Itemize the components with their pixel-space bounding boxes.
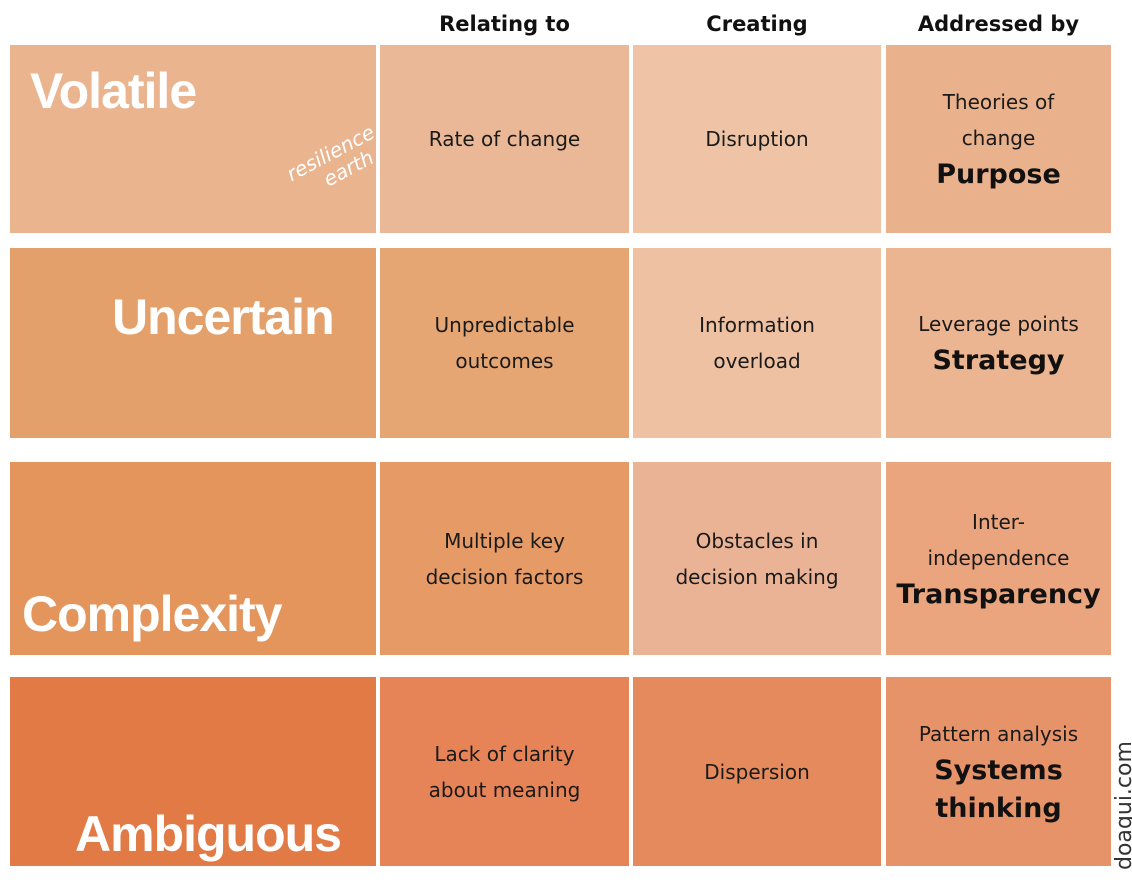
addressed-by: Leverage points [918, 312, 1079, 336]
row-label-background [10, 45, 376, 233]
relating-to: Unpredictable outcomes [434, 313, 575, 373]
cell: Theories of change Purpose [886, 45, 1111, 233]
cell: Unpredictable outcomes [380, 248, 629, 438]
cell: Multiple key decision factors [380, 462, 629, 655]
creating: Disruption [705, 127, 809, 151]
relating-to: Lack of clarity about meaning [428, 741, 581, 802]
row-label-background [10, 248, 376, 438]
cell: Pattern analysis Systems thinking [886, 677, 1111, 866]
row-label-background [10, 677, 376, 866]
watermark: doaqui.com [1112, 741, 1132, 870]
creating: Dispersion [704, 759, 810, 784]
addressed-by: Theories of change [942, 90, 1055, 150]
relating-to: Rate of change [428, 127, 581, 151]
creating: Obstacles in decision making [675, 528, 839, 589]
column-header: Creating [706, 12, 808, 36]
cell: Rate of change [380, 45, 629, 233]
cell: Obstacles in decision making [633, 462, 881, 655]
addressed-by: Inter-independence [927, 509, 1070, 570]
row-label: Volatile [30, 63, 197, 119]
cell: Disruption [633, 45, 881, 233]
addressed-by: Pattern analysis [918, 721, 1079, 746]
cell: Inter-independence Transparency [886, 462, 1111, 655]
focus: Purpose [936, 159, 1061, 190]
focus: Strategy [932, 345, 1065, 376]
row-label: Complexity [22, 586, 283, 642]
cell: Lack of clarity about meaning [380, 677, 629, 866]
cell: Dispersion [633, 677, 881, 866]
column-header: Relating to [439, 12, 570, 36]
creating: Information overload [699, 313, 815, 373]
focus: Systems thinking [934, 754, 1063, 824]
cell: Information overload [633, 248, 881, 438]
relating-to: Multiple key decision factors [425, 528, 584, 589]
cell: Leverage points Strategy [886, 248, 1111, 438]
column-header: Addressed by [917, 12, 1080, 36]
row-label: Ambiguous [75, 806, 342, 862]
row-label-background [10, 462, 376, 655]
row-label: Uncertain [112, 289, 335, 345]
focus: Transparency [896, 578, 1101, 610]
